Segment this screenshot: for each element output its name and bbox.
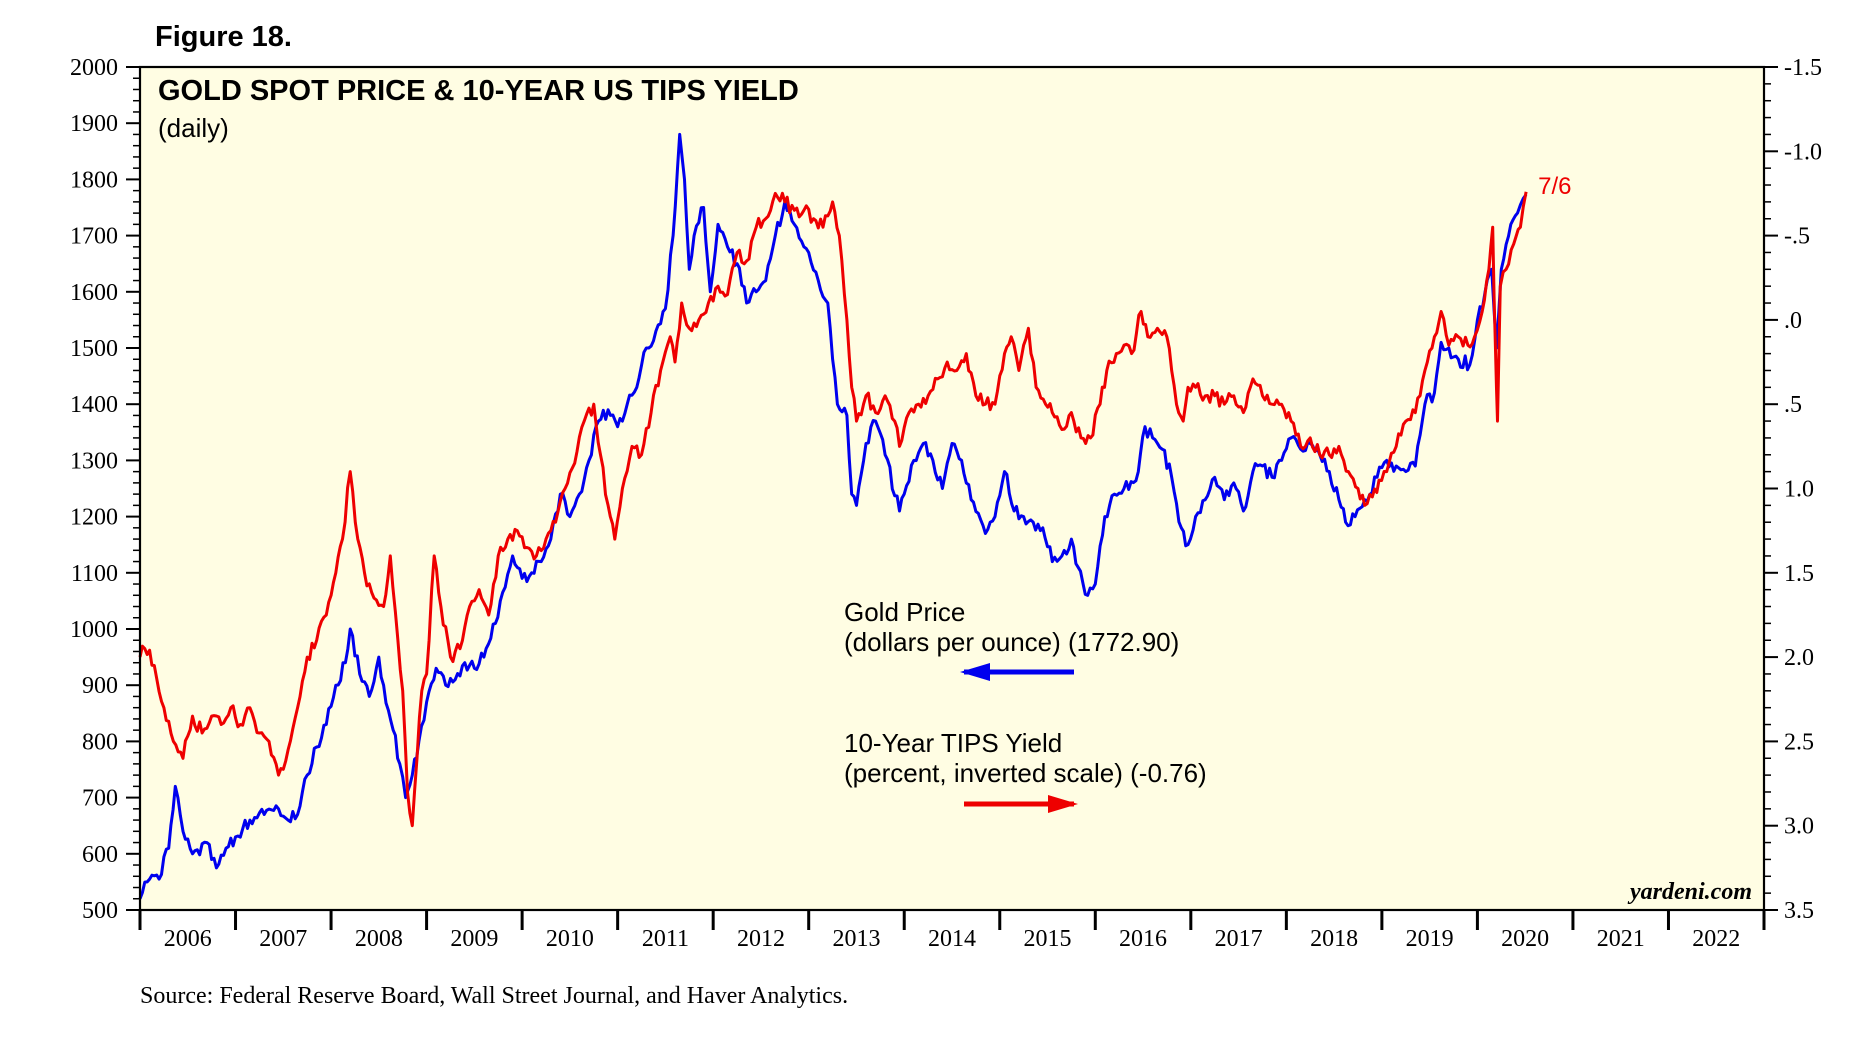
- chart-title: GOLD SPOT PRICE & 10-YEAR US TIPS YIELD: [158, 75, 799, 107]
- left-axis-tick-label: 1800: [70, 167, 118, 193]
- x-axis-tick-label: 2007: [259, 926, 307, 952]
- right-axis: -1.5 -1.0 -.5 .0 .5 1.0 1.5 2.0 2.5 3.0 3.5: [1764, 55, 1822, 924]
- left-axis: 500 600 700 800 900 1000 1100 1200 1300 1400 1500 1…: [70, 55, 140, 924]
- x-axis-tick-label: 2020: [1501, 926, 1549, 952]
- right-axis-tick-label: 3.5: [1784, 898, 1814, 924]
- x-axis-tick-label: 2016: [1119, 926, 1167, 952]
- right-axis-tick-label: 2.0: [1784, 645, 1814, 671]
- right-axis-tick-label: -1.0: [1784, 139, 1822, 165]
- chart-subtitle: (daily): [158, 113, 229, 143]
- x-axis-tick-label: 2010: [546, 926, 594, 952]
- left-axis-tick-label: 500: [82, 898, 118, 924]
- gold-price-series: [138, 132, 1528, 900]
- right-axis-tick-label: .5: [1784, 392, 1802, 418]
- right-axis-tick-label: -1.5: [1784, 55, 1822, 81]
- x-axis: 2006 2007 2008 2009 2010 2011 2012 2013 2014 2015…: [138, 910, 1766, 952]
- x-axis-tick-label: 2015: [1024, 926, 1072, 952]
- left-axis-tick-label: 1600: [70, 280, 118, 306]
- left-axis-tick-label: 1400: [70, 392, 118, 418]
- tips-legend-line2: (percent, inverted scale) (-0.76): [844, 758, 1207, 788]
- end-date-annotation: 7/6: [1538, 173, 1571, 200]
- gold-legend-arrow-icon: [960, 663, 1074, 681]
- right-axis-tick-label: .0: [1784, 308, 1802, 334]
- left-axis-tick-label: 2000: [70, 55, 118, 81]
- x-axis-tick-label: 2008: [355, 926, 403, 952]
- tips-yield-line: [138, 191, 1528, 828]
- left-axis-tick-label: 1500: [70, 336, 118, 362]
- right-axis-tick-label: -.5: [1784, 224, 1810, 250]
- left-axis-tick-label: 1100: [71, 561, 118, 587]
- x-axis-tick-label: 2014: [928, 926, 976, 952]
- tips-legend-line1: 10-Year TIPS Yield: [844, 728, 1062, 758]
- watermark: yardeni.com: [1627, 879, 1752, 905]
- x-axis-tick-label: 2019: [1406, 926, 1454, 952]
- left-axis-tick-label: 600: [82, 842, 118, 868]
- x-axis-tick-label: 2009: [450, 926, 498, 952]
- gold-legend-line1: Gold Price: [844, 597, 965, 627]
- x-axis-tick-label: 2006: [164, 926, 212, 952]
- left-axis-tick-label: 1200: [70, 505, 118, 531]
- left-axis-tick-label: 1900: [70, 111, 118, 137]
- arrow-head: [960, 663, 990, 681]
- figure-label: Figure 18.: [155, 21, 292, 53]
- x-axis-tick-label: 2018: [1310, 926, 1358, 952]
- arrow-head: [1048, 795, 1078, 813]
- right-axis-tick-label: 2.5: [1784, 729, 1814, 755]
- left-axis-tick-label: 700: [82, 786, 118, 812]
- gold-legend-line2: (dollars per ounce) (1772.90): [844, 627, 1179, 657]
- left-axis-tick-label: 1300: [70, 448, 118, 474]
- x-axis-tick-label: 2012: [737, 926, 785, 952]
- left-axis-tick-label: 900: [82, 673, 118, 699]
- x-axis-tick-label: 2022: [1692, 926, 1740, 952]
- source-note: Source: Federal Reserve Board, Wall Stre…: [140, 983, 848, 1009]
- gold-price-line: [138, 132, 1528, 900]
- plot-area: [140, 67, 1764, 910]
- x-axis-tick-label: 2021: [1597, 926, 1645, 952]
- left-axis-tick-label: 1700: [70, 224, 118, 250]
- right-axis-tick-label: 1.5: [1784, 561, 1814, 587]
- tips-yield-series: [138, 191, 1528, 828]
- left-axis-tick-label: 1000: [70, 617, 118, 643]
- x-axis-tick-label: 2013: [832, 926, 880, 952]
- left-axis-tick-label: 800: [82, 729, 118, 755]
- x-axis-tick-label: 2011: [642, 926, 689, 952]
- right-axis-tick-label: 3.0: [1784, 814, 1814, 840]
- tips-legend-arrow-icon: [964, 795, 1078, 813]
- right-axis-tick-label: 1.0: [1784, 477, 1814, 503]
- x-axis-tick-label: 2017: [1215, 926, 1263, 952]
